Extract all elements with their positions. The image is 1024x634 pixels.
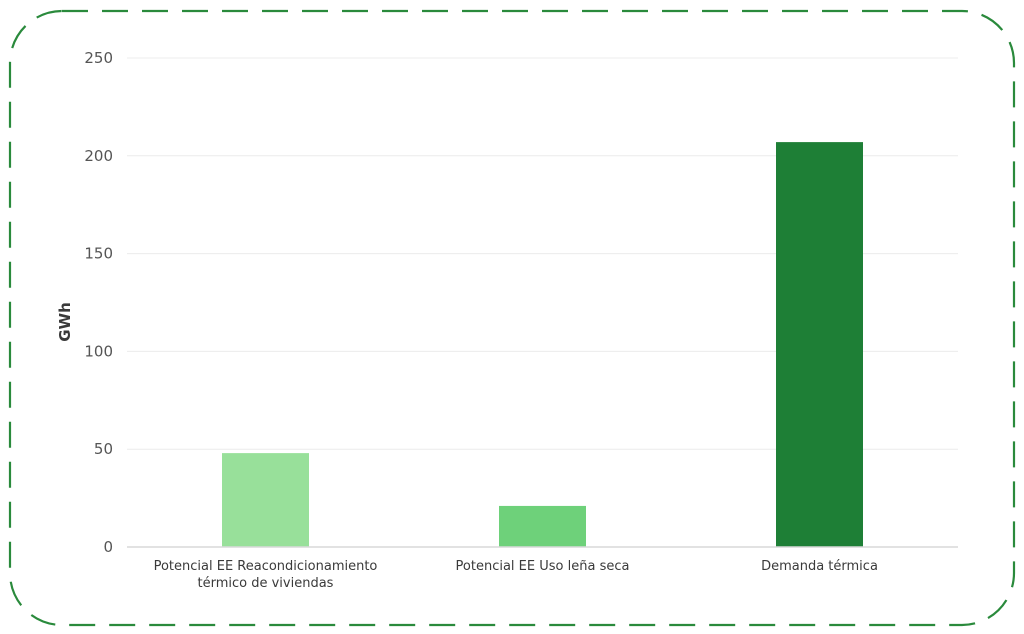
y-axis-ticks: 0 50 100 150 200 250 xyxy=(84,49,113,556)
y-tick-label-150: 150 xyxy=(84,245,113,263)
x-axis-labels: Potencial EE Reacondicionamiento térmico … xyxy=(154,559,878,591)
y-tick-label-200: 200 xyxy=(84,147,113,165)
bar-1 xyxy=(222,453,309,547)
y-axis-title: GWh xyxy=(56,302,74,342)
y-tick-label-250: 250 xyxy=(84,49,113,67)
y-tick-label-100: 100 xyxy=(84,342,113,360)
bar-2 xyxy=(499,505,586,547)
y-tick-label-50: 50 xyxy=(94,440,113,458)
x-category-label-1: Potencial EE Reacondicionamiento térmico … xyxy=(154,559,378,591)
bars xyxy=(222,142,863,547)
x-category-label-3: Demanda térmica xyxy=(761,559,878,574)
x-category-label-2: Potencial EE Uso leña seca xyxy=(456,559,630,574)
y-tick-label-0: 0 xyxy=(103,538,113,556)
bar-3 xyxy=(776,142,863,547)
